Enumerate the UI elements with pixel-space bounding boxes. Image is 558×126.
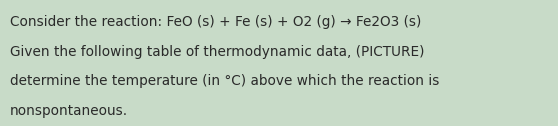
Text: Given the following table of thermodynamic data, (PICTURE): Given the following table of thermodynam… (10, 45, 425, 59)
Text: Consider the reaction: FeO (s) + Fe (s) + O2 (g) → Fe2O3 (s): Consider the reaction: FeO (s) + Fe (s) … (10, 15, 421, 29)
Text: nonspontaneous.: nonspontaneous. (10, 104, 128, 118)
Text: determine the temperature (in °C) above which the reaction is: determine the temperature (in °C) above … (10, 74, 439, 88)
